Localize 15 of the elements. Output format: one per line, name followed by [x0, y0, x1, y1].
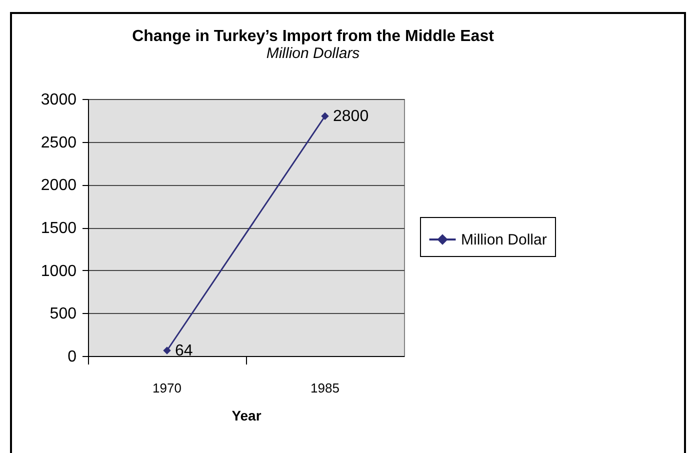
x-tick-label: 1970: [152, 380, 182, 396]
chart-title: Change in Turkey’s Import from the Middle East: [132, 28, 495, 45]
y-tick-label: 1500: [40, 220, 77, 237]
y-tick-label: 2500: [40, 134, 77, 152]
x-tick-label: 1985: [310, 380, 340, 396]
x-axis-title: Year: [232, 408, 262, 424]
legend-label: Million Dollar: [461, 232, 547, 248]
data-label: 64: [175, 342, 193, 360]
y-tick-label: 0: [68, 348, 77, 366]
chart-subtitle: Million Dollars: [266, 45, 360, 62]
y-tick-label: 3000: [40, 92, 77, 108]
data-label: 2800: [333, 108, 369, 126]
y-tick-label: 500: [50, 306, 77, 323]
y-tick-label: 2000: [40, 177, 77, 194]
y-tick-label: 1000: [40, 262, 77, 280]
